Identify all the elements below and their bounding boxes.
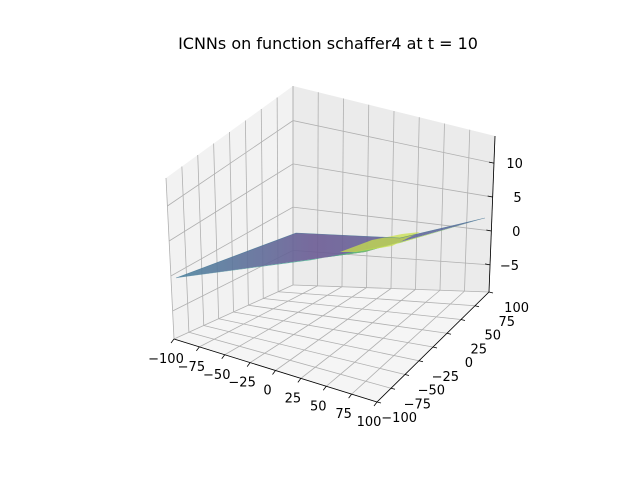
- x-tick-label: −50: [203, 368, 230, 383]
- y-tick-label: −50: [418, 384, 445, 399]
- x-tick: [272, 370, 276, 375]
- x-tick-label: −100: [148, 352, 184, 367]
- z-tick-label: 10: [506, 157, 523, 172]
- y-gridline-floor: [292, 284, 490, 293]
- y-gridline-wall: [415, 117, 420, 290]
- y-tick: [446, 332, 452, 335]
- x-tick-label: 0: [263, 384, 271, 399]
- z-tick-label: −5: [500, 259, 519, 274]
- tick-marks: [170, 161, 495, 407]
- surface: [175, 217, 486, 279]
- y-gridline-wall: [439, 123, 445, 291]
- x-tick: [297, 378, 302, 383]
- y-tick: [404, 374, 410, 376]
- x-gridline-wall: [165, 177, 175, 340]
- y-tick-label: 50: [484, 329, 501, 344]
- y-tick-label: 25: [470, 342, 487, 357]
- z-gridline: [170, 206, 492, 277]
- x-tick: [170, 338, 175, 344]
- x-tick: [373, 401, 378, 407]
- surface-edge: [175, 217, 486, 279]
- x-tick-label: 25: [285, 391, 302, 406]
- y-tick-label: 0: [465, 356, 473, 371]
- x-gridline-wall: [213, 143, 220, 319]
- y-tick: [390, 387, 396, 390]
- y-gridline-floor: [218, 318, 420, 362]
- z-tick: [484, 263, 491, 266]
- y-tick: [418, 360, 424, 363]
- y-gridline-floor: [248, 304, 448, 334]
- chart-title: ICNNs on function schaffer4 at t = 10: [178, 34, 478, 53]
- y-tick: [432, 346, 438, 349]
- surface-highlight: [340, 232, 420, 252]
- x-tick: [221, 354, 226, 359]
- y-tick: [460, 319, 466, 321]
- x-tick-label: 75: [335, 407, 352, 422]
- x-tick-label: 100: [357, 415, 382, 430]
- z-gridline: [168, 163, 493, 242]
- x-tick: [348, 393, 352, 399]
- y-tick-label: −75: [404, 397, 431, 412]
- y-gridline-floor: [203, 325, 406, 375]
- y-gridline-wall: [341, 98, 344, 287]
- surface-patch-back: [176, 218, 485, 278]
- y-tick: [376, 401, 382, 404]
- y-gridline-floor: [233, 311, 434, 348]
- x-gridline-wall: [197, 154, 205, 326]
- x-tick: [246, 362, 251, 367]
- x-tick-label: −25: [228, 376, 255, 391]
- y-gridline-wall: [464, 129, 471, 292]
- y-gridline-floor: [263, 298, 462, 320]
- y-gridline-floor: [278, 291, 476, 307]
- z-tick-label: 5: [513, 191, 521, 206]
- z-tick: [488, 161, 495, 164]
- y-tick-label: 100: [504, 301, 529, 316]
- z-tick: [487, 195, 493, 198]
- x-tick: [322, 386, 327, 391]
- z-axis-line: [488, 135, 496, 293]
- x-gridline-wall: [181, 166, 190, 333]
- y-tick: [488, 291, 494, 294]
- y-tick-label: −25: [432, 370, 459, 385]
- z-tick: [486, 229, 492, 232]
- x-gridline-wall: [260, 108, 264, 299]
- z-gridline: [167, 120, 495, 207]
- x-gridline-wall: [229, 131, 234, 313]
- x-gridline-wall: [244, 120, 249, 306]
- x-tick: [196, 346, 200, 352]
- y-tick: [474, 305, 480, 308]
- z-tick-label: 0: [512, 225, 520, 240]
- y-tick-label: −100: [381, 411, 417, 426]
- y-gridline-wall: [390, 110, 395, 289]
- y-gridline-wall: [366, 104, 370, 288]
- y-gridline-floor: [188, 331, 392, 389]
- x-tick-label: −75: [178, 360, 205, 375]
- x-tick-label: 50: [310, 399, 327, 414]
- y-tick-label: 75: [498, 315, 515, 330]
- left-wall-pane: [166, 86, 293, 339]
